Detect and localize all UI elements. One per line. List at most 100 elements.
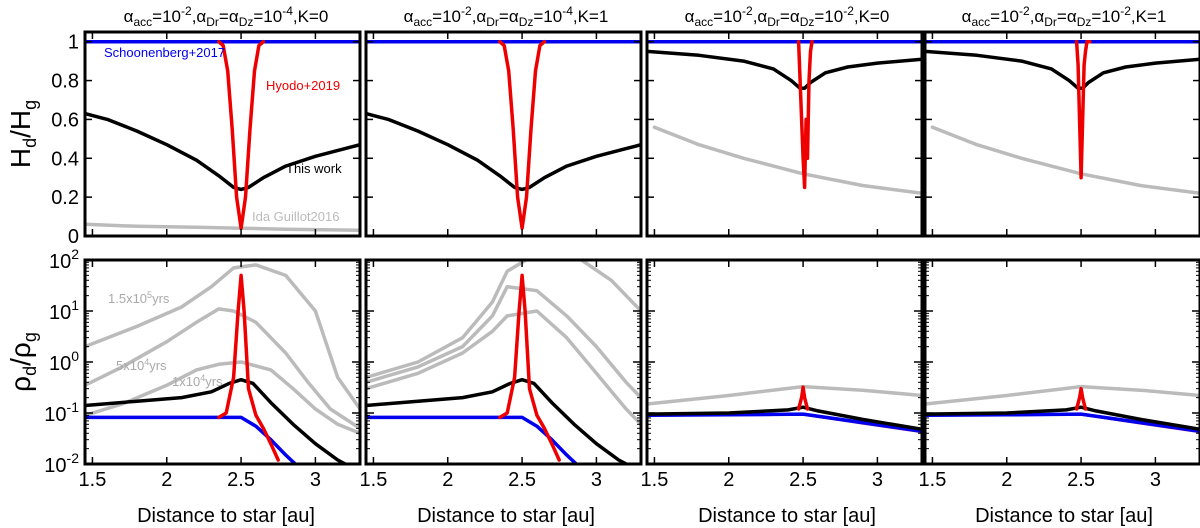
panel-r1-c1: 0 0.2 0.4 0.6 0.8 1: [51, 30, 362, 248]
panel-r2-c1: 1.5 2 2.5 3 10-2 10-1 100 101 102: [44, 246, 362, 491]
panel-r1-c4: [923, 30, 1200, 238]
x-axis-label-3: Distance to star [au]: [698, 505, 876, 527]
series-group: [647, 384, 922, 434]
series-group: [366, 39, 641, 230]
series-group: [85, 39, 360, 232]
annotations: Schoonenberg+2017 Hyodo+2019 This work I…: [104, 45, 342, 389]
x-axis-labels: Distance to star [au] Distance to star […: [137, 505, 1153, 527]
x-tick-label: 1.5: [360, 469, 388, 491]
plot-frame: [83, 30, 362, 238]
series-line-ida: [366, 309, 641, 427]
column-title-2: αacc=10-2,αDr=αDz=10-4,K=1: [404, 4, 609, 29]
panel-r2-c4: 1.5 2 2.5 3: [919, 258, 1200, 491]
series-line-hyodo: [498, 273, 561, 462]
x-tick-label: 3: [591, 469, 602, 491]
column-title-3: αacc=10-2,αDr=αDz=10-2,K=0: [685, 4, 890, 29]
plot-frame: [645, 30, 924, 238]
series-line-hyodo: [1074, 39, 1092, 180]
y-tick-label: 0.2: [51, 187, 79, 209]
series-group: [85, 263, 360, 464]
y-tick-label: 0.8: [51, 71, 79, 93]
series-line-schoonenberg: [366, 415, 579, 464]
x-tick-label: 2.5: [789, 469, 817, 491]
panel-r2-c2: 1.5 2 2.5 3: [360, 258, 643, 491]
x-tick-label: 1.5: [79, 469, 107, 491]
y-axis-label-bottom: ρd/ρg: [5, 332, 40, 392]
x-tick-label: 1.5: [641, 469, 669, 491]
panel-r1-c3: [645, 30, 924, 238]
series-line-hyodo: [796, 39, 814, 190]
annotation-time-1: 1.5x105yrs: [108, 290, 170, 306]
y-tick-label: 102: [49, 246, 79, 273]
annotation-hyodo: Hyodo+2019: [266, 78, 340, 93]
annotation-time-3: 1x104yrs: [172, 373, 223, 389]
annotation-schoonenberg: Schoonenberg+2017: [104, 45, 225, 60]
plot-frame: [923, 30, 1200, 238]
panel-r1-c2: [364, 30, 643, 238]
series-line-hyodo: [217, 273, 280, 462]
y-tick-label: 100: [49, 348, 79, 375]
column-title-4: αacc=10-2,αDr=αDz=10-2,K=1: [962, 4, 1167, 29]
series-line-thiswork: [925, 405, 1200, 432]
plot-frame: [923, 258, 1200, 466]
series-line-ida: [85, 307, 360, 431]
series-line-ida: [925, 384, 1200, 406]
y-axis-label-top: Hd/Hg: [5, 100, 40, 168]
y-tick-label: 0: [68, 226, 79, 248]
x-tick-label: 3: [872, 469, 883, 491]
plot-frame: [364, 30, 643, 238]
x-axis-label-1: Distance to star [au]: [137, 505, 315, 527]
x-tick-label: 3: [1150, 469, 1161, 491]
y-tick-label: 10-1: [44, 399, 79, 426]
series-group: [925, 384, 1200, 434]
series-line-hyodo: [217, 39, 266, 230]
column-title-1: αacc=10-2,αDr=αDz=10-4,K=0: [124, 4, 329, 29]
y-tick-label: 0.6: [51, 109, 79, 131]
series-line-ida: [85, 263, 360, 411]
x-tick-label: 2: [161, 469, 172, 491]
series-line-thiswork: [366, 377, 630, 464]
series-line-hyodo: [498, 39, 547, 230]
y-tick-label: 10-2: [44, 450, 79, 477]
x-tick-label: 2.5: [1067, 469, 1095, 491]
series-group: [647, 39, 922, 196]
series-line-ida: [652, 125, 922, 196]
x-axis-label-2: Distance to star [au]: [417, 505, 595, 527]
y-tick-label: 0.4: [51, 148, 79, 170]
plot-frame: [645, 258, 924, 466]
y-axis-labels: Hd/Hg ρd/ρg: [5, 100, 40, 392]
panel-grid: 00.20.40.60.811.5 2 2.5 310-210-11001011021…: [44, 30, 1200, 491]
x-tick-label: 2.5: [227, 469, 255, 491]
x-tick-label: 2: [442, 469, 453, 491]
annotation-this-work: This work: [286, 161, 342, 176]
x-tick-label: 1.5: [919, 469, 947, 491]
panel-r2-c3: 1.5 2 2.5 3: [641, 258, 924, 491]
annotation-ida-guillot: Ida Guillot2016: [252, 209, 339, 224]
annotation-time-2: 5x104yrs: [116, 357, 167, 373]
series-line-thiswork: [647, 49, 922, 91]
series-line-hyodo: [1074, 386, 1088, 411]
series-group: [366, 260, 641, 464]
series-line-hyodo: [796, 385, 810, 411]
series-line-ida: [85, 222, 360, 232]
series-line-thiswork: [647, 405, 922, 432]
column-titles: αacc=10-2,αDr=αDz=10-4,K=0 αacc=10-2,αDr…: [124, 4, 1167, 29]
x-tick-label: 2.5: [508, 469, 536, 491]
series-line-ida: [366, 284, 641, 400]
series-line-schoonenberg: [85, 415, 298, 464]
y-tick-label: 1: [68, 32, 79, 54]
series-group: [925, 39, 1200, 196]
x-tick-label: 3: [310, 469, 321, 491]
series-line-ida: [366, 260, 641, 380]
x-tick-label: 2: [723, 469, 734, 491]
x-tick-label: 2: [1001, 469, 1012, 491]
series-line-ida: [930, 125, 1200, 196]
series-line-thiswork: [925, 49, 1200, 91]
series-line-thiswork: [85, 111, 360, 192]
series-line-ida: [85, 360, 360, 436]
x-axis-label-4: Distance to star [au]: [975, 505, 1153, 527]
series-line-ida: [647, 384, 922, 406]
series-line-thiswork: [366, 111, 641, 192]
y-tick-label: 101: [49, 297, 79, 324]
